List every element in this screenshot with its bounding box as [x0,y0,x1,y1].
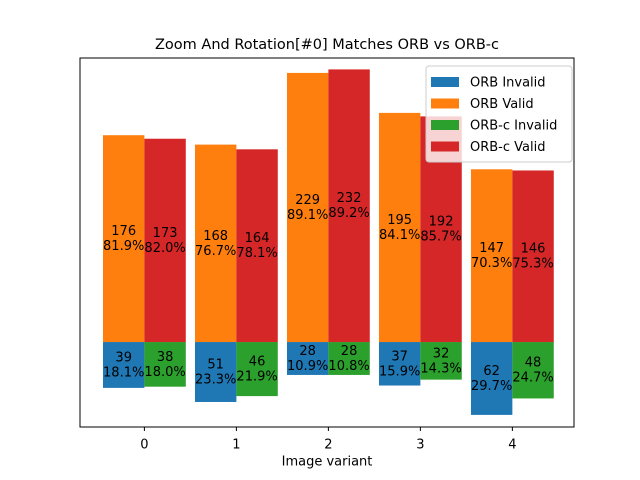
x-tick-label: 0 [140,438,148,453]
value-label: 28 [341,344,358,359]
value-label: 39 [115,350,132,365]
value-label: 147 [479,241,504,256]
bar [470,169,513,343]
value-label: 229 [295,193,320,208]
value-label: 62 [483,364,500,379]
percent-label: 82.0% [144,241,185,256]
bar [286,342,329,375]
bar [102,135,145,343]
bar [102,342,145,388]
percent-label: 75.3% [512,257,553,272]
percent-label: 21.9% [236,370,277,385]
value-label: 28 [299,344,316,359]
legend-label: ORB Valid [470,97,534,112]
legend-swatch [431,98,459,109]
percent-label: 81.9% [103,239,144,254]
x-tick-label: 2 [324,438,332,453]
percent-label: 10.8% [328,359,369,374]
value-label: 176 [111,224,136,239]
bar [512,170,554,343]
legend-box [425,65,573,163]
bar [378,342,421,386]
x-tick-label: 4 [508,438,516,453]
value-label: 37 [391,349,408,364]
legend-label: ORB-c Invalid [470,119,557,134]
value-label: 168 [203,229,228,244]
value-label: 164 [245,231,270,246]
legend: ORB Invalid ORB Valid ORB-c Invalid ORB-c V… [425,65,573,163]
percent-label: 76.7% [195,244,236,259]
bar [236,342,278,397]
bar [378,112,421,343]
legend-swatch [431,120,459,130]
bar [328,69,370,343]
percent-label: 15.9% [379,364,420,379]
legend-label: ORB Invalid [470,76,546,91]
plot-frame [79,57,575,428]
value-label: 38 [157,350,174,365]
value-label: 32 [433,346,450,361]
percent-label: 18.1% [103,365,144,380]
legend-swatch [431,77,459,87]
percent-label: 78.1% [236,246,277,261]
percent-label: 18.0% [144,365,185,380]
percent-label: 89.1% [287,208,328,223]
value-label: 48 [525,356,542,371]
bar [512,342,554,399]
percent-label: 89.2% [328,206,369,221]
bar [470,342,513,415]
chart-title: Zoom And Rotation[#0] Matches ORB vs ORB… [155,37,499,53]
bar [328,342,370,375]
x-tick-label: 1 [232,438,240,453]
value-label: 51 [207,358,224,373]
legend-label: ORB-c Valid [470,140,545,155]
percent-label: 29.7% [471,379,512,394]
value-label: 146 [521,242,546,257]
value-label: 232 [337,191,362,206]
percent-label: 85.7% [420,230,461,245]
legend-swatch [431,141,459,152]
x-tick-label: 3 [416,438,424,453]
value-label: 46 [249,355,266,370]
percent-label: 24.7% [512,371,553,386]
bar [194,342,237,402]
bar [194,144,237,343]
bar [144,138,186,343]
percent-label: 10.9% [287,359,328,374]
percent-label: 14.3% [420,361,461,376]
bar [286,72,329,343]
bar [236,149,278,343]
value-label: 192 [429,215,454,230]
percent-label: 23.3% [195,373,236,388]
percent-label: 70.3% [471,256,512,271]
bar [420,342,462,380]
value-label: 195 [387,213,412,228]
percent-label: 84.1% [379,228,420,243]
bar [144,342,186,387]
x-axis-label: Image variant [282,455,373,470]
value-label: 173 [153,226,178,241]
